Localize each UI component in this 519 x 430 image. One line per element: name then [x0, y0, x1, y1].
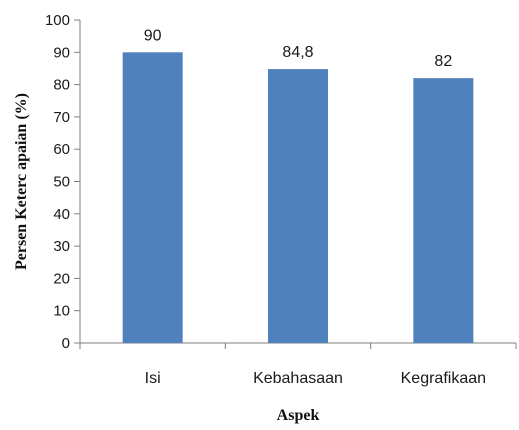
- bar-value-label: 84,8: [282, 44, 313, 61]
- bar-kegrafikaan: [413, 78, 474, 343]
- y-axis: 0 10 20 30 40 50 60 70 80 90 100: [45, 12, 81, 352]
- y-tick-label: 50: [53, 174, 70, 191]
- x-tick-label: Kebahasaan: [253, 370, 343, 387]
- bar-kebahasaan: [268, 69, 328, 343]
- y-axis-title: Persen Keterc apaian (%): [13, 93, 30, 270]
- x-tick-label: Isi: [145, 370, 161, 387]
- y-tick-label: 20: [53, 270, 70, 287]
- y-tick-label: 90: [53, 44, 70, 61]
- x-axis: Isi Kebahasaan Kegrafikaan: [79, 342, 517, 387]
- bar-isi: [122, 52, 183, 344]
- x-tick-label: Kegrafikaan: [401, 370, 486, 387]
- y-tick-label: 80: [53, 77, 70, 94]
- y-tick-label: 0: [62, 335, 70, 352]
- bar-value-label: 90: [144, 27, 162, 44]
- y-tick-label: 40: [53, 206, 70, 223]
- y-tick-label: 10: [53, 303, 70, 320]
- x-axis-title: Aspek: [277, 407, 320, 424]
- bars: [122, 52, 474, 344]
- y-tick-label: 70: [53, 109, 70, 126]
- y-tick-label: 60: [53, 141, 70, 158]
- y-tick-label: 30: [53, 238, 70, 255]
- value-labels: 90 84,8 82: [144, 27, 453, 70]
- y-tick-label: 100: [45, 12, 70, 29]
- bar-value-label: 82: [434, 53, 452, 70]
